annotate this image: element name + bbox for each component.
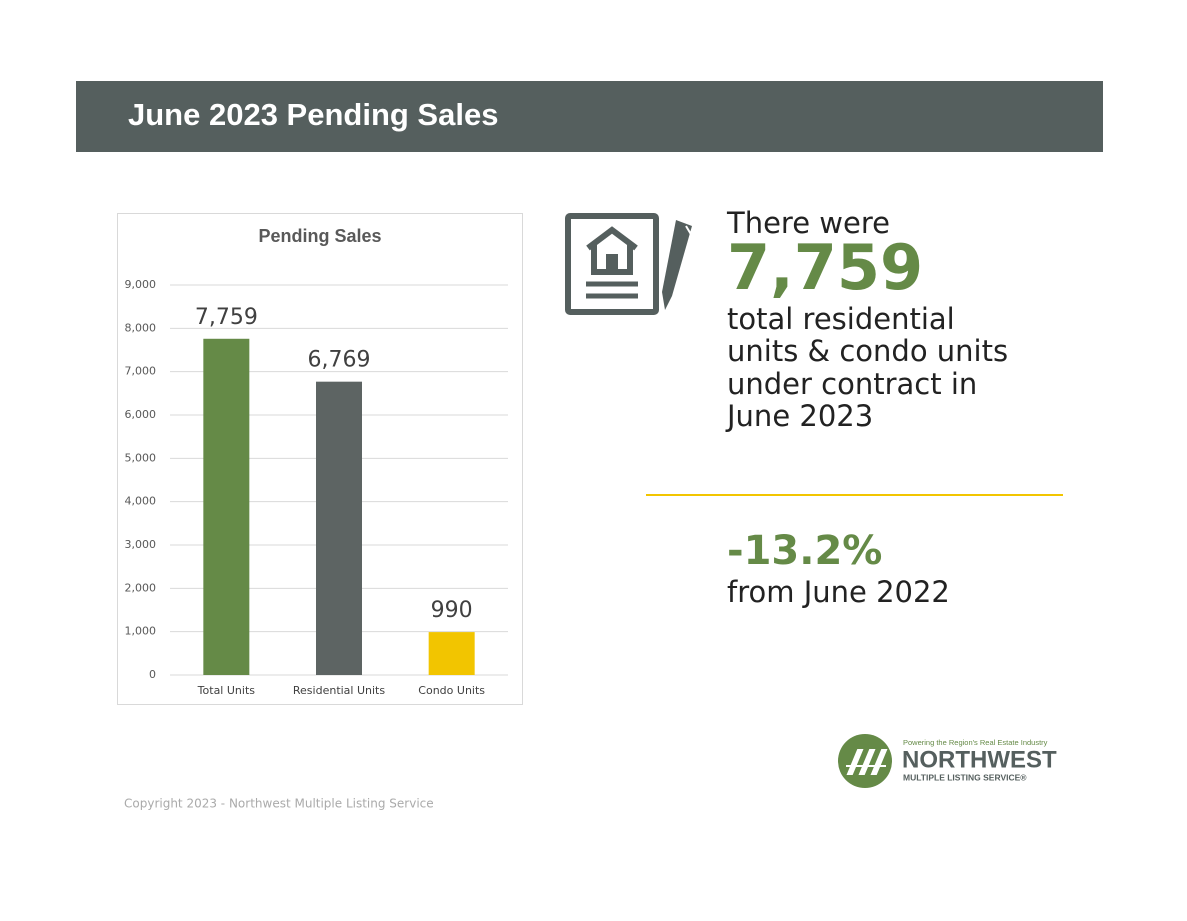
y-tick-label: 0: [149, 668, 156, 681]
bar: [428, 632, 475, 675]
logo-name: NORTHWEST: [902, 746, 1057, 773]
logo-subname: MULTIPLE LISTING SERVICE®: [903, 772, 1027, 782]
stat-change: -13.2%: [727, 528, 882, 574]
header-title: June 2023 Pending Sales: [128, 97, 498, 132]
bar: [203, 338, 250, 675]
stat-intro: There were: [726, 206, 890, 240]
y-tick-label: 7,000: [125, 365, 157, 378]
chart-title: Pending Sales: [258, 226, 381, 246]
y-tick-label: 8,000: [125, 321, 157, 334]
logo-tagline: Powering the Region's Real Estate Indust…: [903, 738, 1048, 747]
value-label: 6,769: [308, 348, 371, 373]
x-tick-label: Total Units: [197, 684, 256, 697]
header-bar: [76, 81, 1103, 152]
copyright: Copyright 2023 - Northwest Multiple List…: [124, 797, 434, 811]
plot: 0 1,000 2,000 3,000 4,000 5,000 6,000 7,000 8,00…: [125, 278, 508, 697]
stat-description: units & condo units: [727, 334, 1008, 368]
y-tick-label: 3,000: [125, 538, 157, 551]
y-tick-label: 4,000: [125, 495, 157, 508]
y-tick-label: 9,000: [125, 278, 157, 291]
y-tick-label: 5,000: [125, 451, 157, 464]
stat-description: under contract in: [727, 367, 977, 401]
bar: [316, 381, 362, 675]
stat-description: total residential: [727, 302, 955, 336]
stat-total: 7,759: [727, 231, 923, 304]
x-tick-label: Residential Units: [293, 684, 385, 697]
x-tick-label: Condo Units: [418, 684, 485, 697]
value-label: 7,759: [195, 305, 258, 330]
value-label: 990: [431, 598, 473, 623]
contract-icon: [565, 213, 693, 315]
y-tick-label: 1,000: [125, 625, 157, 638]
y-tick-label: 6,000: [125, 408, 157, 421]
stat-change-note: from June 2022: [727, 575, 950, 609]
y-tick-label: 2,000: [125, 581, 157, 594]
stat-description: June 2023: [725, 399, 873, 433]
logo-glyph: [846, 749, 888, 775]
